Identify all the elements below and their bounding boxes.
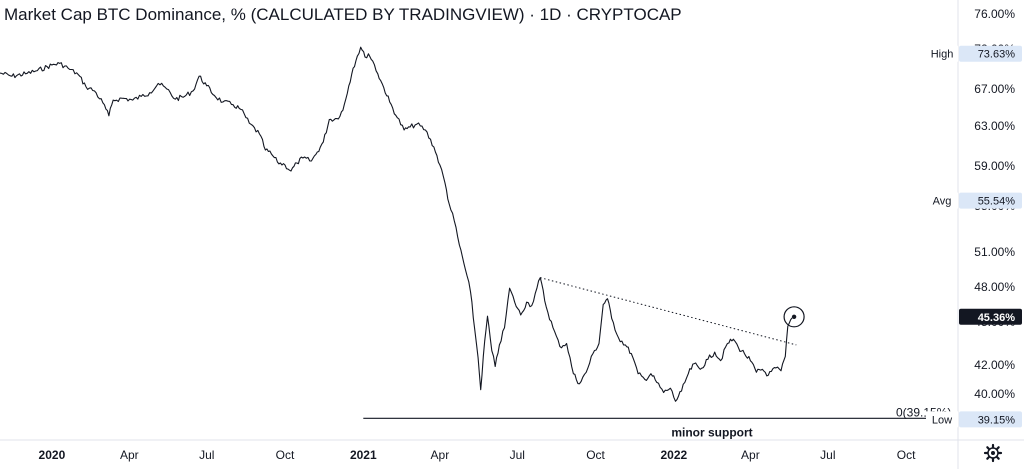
tag-label: High xyxy=(931,49,954,61)
x-tick-label: Jul xyxy=(199,448,214,462)
tag-value: 73.63% xyxy=(978,49,1016,61)
y-tick-label: 76.00% xyxy=(974,7,1015,21)
x-tick-label: Jul xyxy=(820,448,835,462)
tag-label-bg xyxy=(926,192,958,209)
tag-value: 55.54% xyxy=(978,196,1016,208)
tag-value-bg xyxy=(959,411,1022,428)
y-tick-label: 63.00% xyxy=(974,119,1015,133)
tag-label: Low xyxy=(932,414,952,426)
support-label: minor support xyxy=(671,425,752,439)
x-tick-label: Apr xyxy=(741,448,760,462)
x-tick-label: Oct xyxy=(276,448,295,462)
trendline xyxy=(540,277,797,346)
current-value-tag: 45.36% xyxy=(978,312,1016,324)
x-tick-label: Oct xyxy=(897,448,916,462)
x-tick-label: Jul xyxy=(510,448,525,462)
tag-label-bg xyxy=(926,411,958,428)
tag-value-bg xyxy=(959,45,1022,62)
x-tick-label: Apr xyxy=(120,448,139,462)
y-tick-label: 51.00% xyxy=(974,245,1015,259)
gear-teeth xyxy=(983,443,1003,463)
y-tick-label: 48.00% xyxy=(974,280,1015,294)
gear-hub xyxy=(991,451,995,455)
marker-dot xyxy=(791,314,797,319)
chart-title: Market Cap BTC Dominance, % (CALCULATED … xyxy=(4,5,682,24)
plot-layer xyxy=(0,46,793,402)
x-tick-label: 2020 xyxy=(39,448,66,462)
tag-label-bg xyxy=(926,45,958,62)
y-tick-label: 67.00% xyxy=(974,82,1015,96)
tag-label: Avg xyxy=(933,196,952,208)
tag-value-bg xyxy=(959,192,1022,209)
current-value-tag-bg xyxy=(959,308,1022,325)
tag-value: 39.15% xyxy=(978,414,1016,426)
title-layer: Market Cap BTC Dominance, % (CALCULATED … xyxy=(4,5,682,24)
series-line xyxy=(0,46,793,402)
y-tick-label: 59.00% xyxy=(974,159,1015,173)
marker-circle xyxy=(783,306,805,328)
gear-icon[interactable] xyxy=(983,443,1003,463)
x-tick-label: Oct xyxy=(586,448,605,462)
y-tick-label: 42.00% xyxy=(974,358,1015,372)
x-tick-label: 2021 xyxy=(350,448,377,462)
y-tick-label: 40.00% xyxy=(974,387,1015,401)
x-tick-label: 2022 xyxy=(660,448,687,462)
x-tick-label: Apr xyxy=(431,448,450,462)
